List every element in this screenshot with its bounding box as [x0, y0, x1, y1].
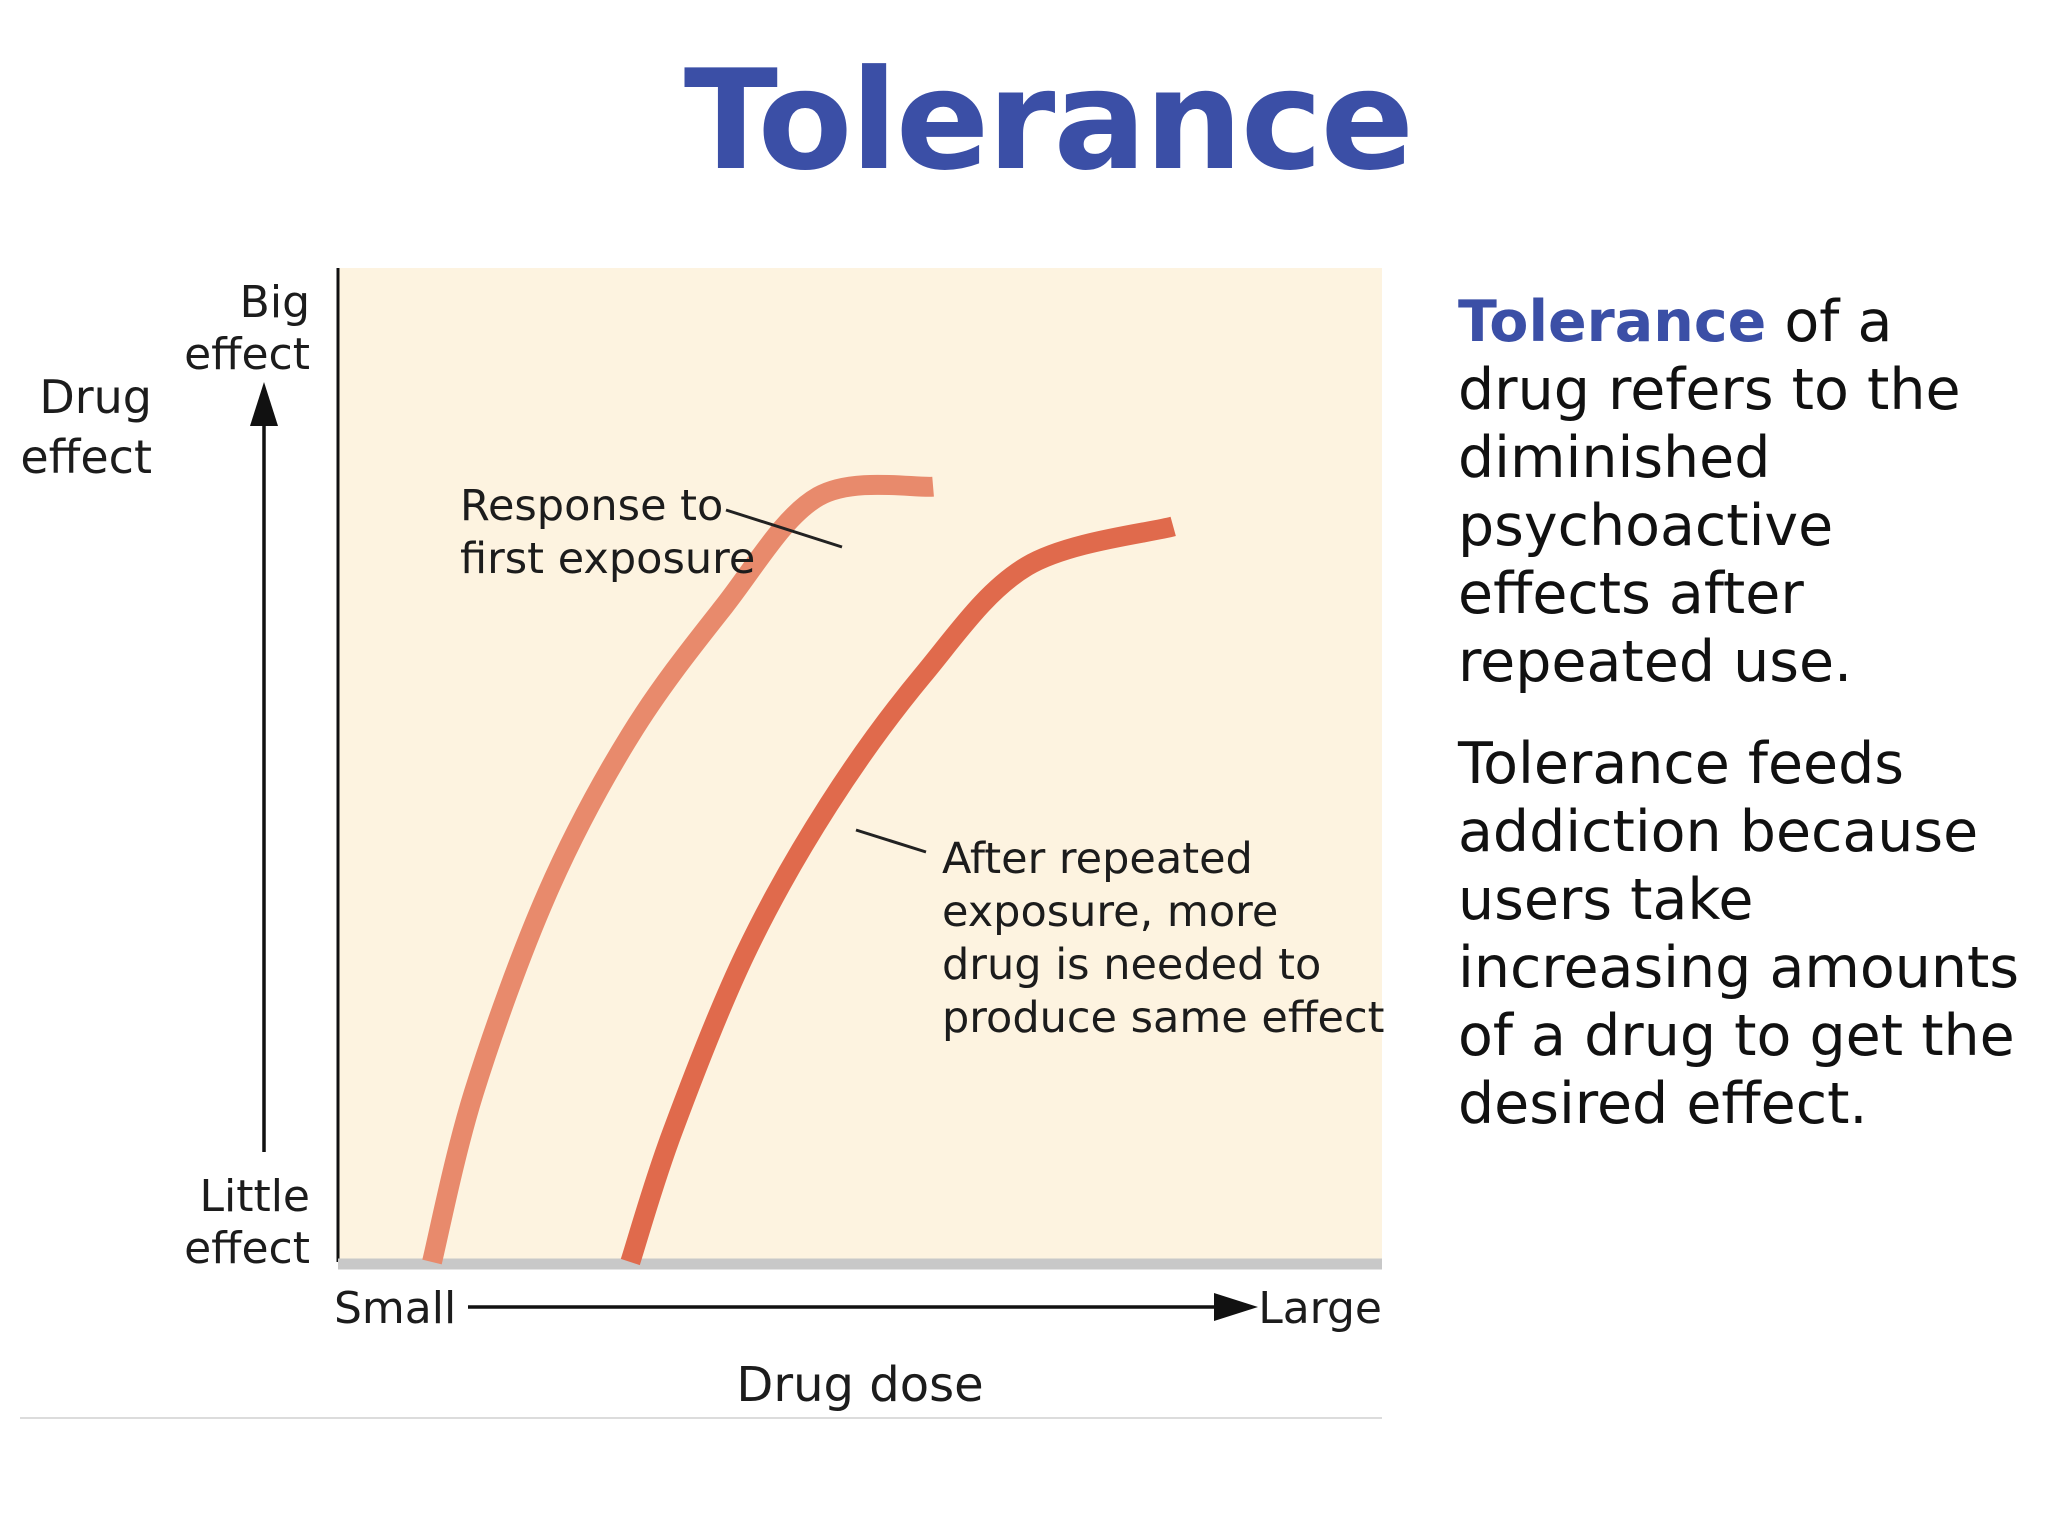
repeated-exposure-label-line3: drug is needed to — [942, 940, 1321, 990]
y-direction-arrowhead-icon — [250, 382, 278, 426]
first-exposure-curve — [422, 474, 934, 1265]
x-right-label: Large — [1258, 1283, 1382, 1334]
figure-bottom-rule — [20, 1417, 1382, 1419]
y-top-label-line2: effect — [184, 329, 310, 380]
y-axis-title-line2: effect — [20, 430, 152, 484]
tolerance-term: Tolerance — [1458, 289, 1767, 355]
first-exposure-leader-line — [725, 508, 843, 549]
repeated-exposure-label-line2: exposure, more — [942, 887, 1278, 937]
repeated-exposure-label-line1: After repeated — [942, 834, 1253, 884]
curves-layer — [422, 474, 1176, 1266]
y-top-label-line1: Big — [240, 277, 310, 328]
slide-title: Tolerance — [683, 40, 1414, 201]
description-panel: Tolerance of a drug refers to the dimini… — [1458, 288, 2038, 1172]
x-left-label: Small — [334, 1283, 456, 1334]
tolerance-addiction-paragraph: Tolerance feeds addiction because users … — [1458, 731, 2020, 1137]
y-axis-title-line1: Drug — [39, 370, 152, 424]
repeated-exposure-leader-line — [855, 828, 927, 854]
tolerance-definition-paragraph: Tolerance of a drug refers to the dimini… — [1458, 288, 2038, 696]
y-bottom-label-line1: Little — [199, 1171, 310, 1222]
y-bottom-label-line2: effect — [184, 1223, 310, 1274]
first-exposure-label-line2: first exposure — [460, 534, 755, 584]
x-axis-title: Drug dose — [736, 1357, 983, 1413]
repeated-exposure-curve — [620, 516, 1176, 1266]
first-exposure-label-line1: Response to — [460, 481, 723, 531]
repeated-exposure-label-line4: produce same effect — [942, 993, 1384, 1043]
x-direction-arrowhead-icon — [1214, 1293, 1258, 1321]
tolerance-definition-text: of a drug refers to the diminished psych… — [1458, 289, 1961, 695]
